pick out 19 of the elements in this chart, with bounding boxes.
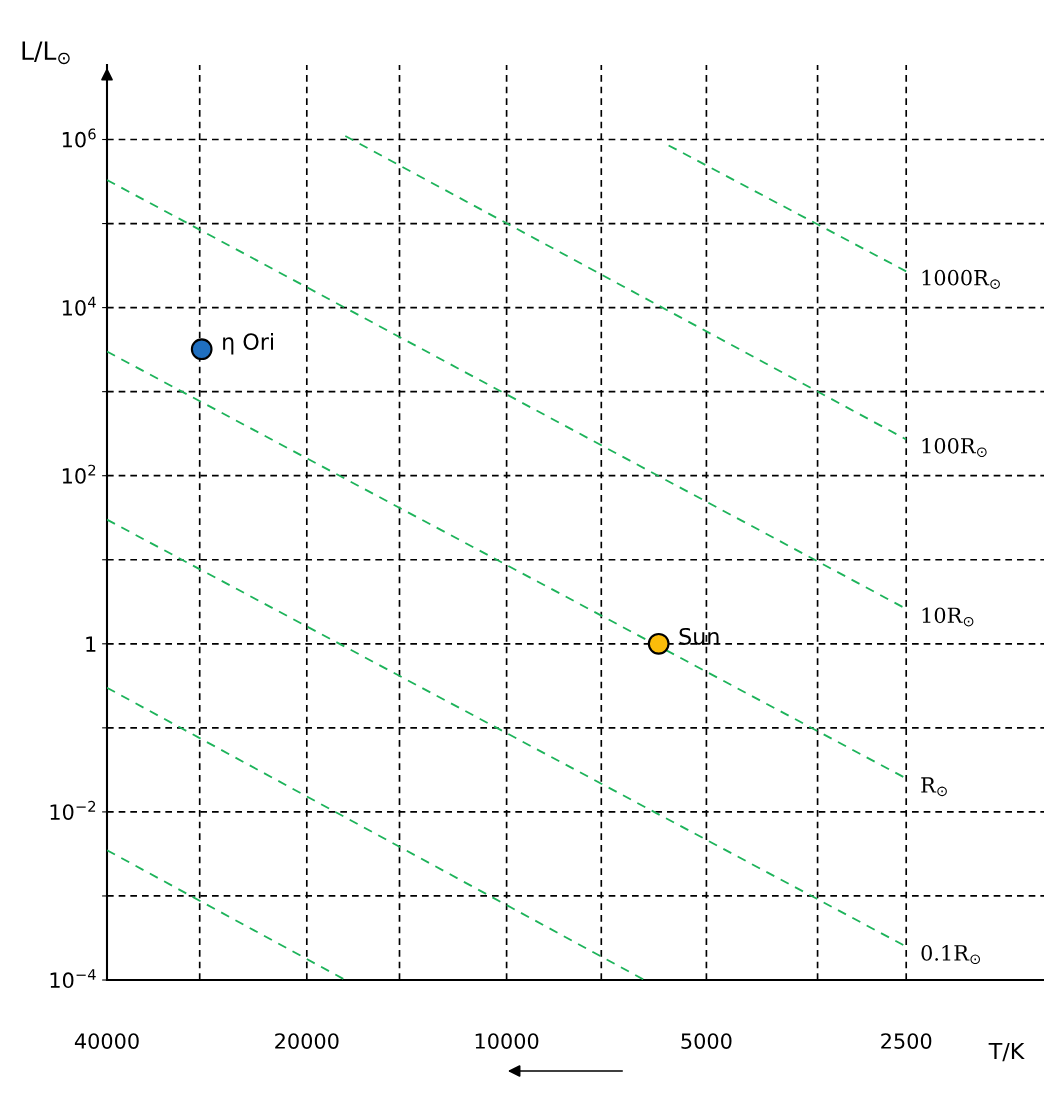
- y-tick-label: 10$^{6}$: [62, 128, 96, 148]
- y-tick-label: 10$^{2}$: [62, 464, 96, 484]
- x-tick-label: 10000: [475, 1033, 539, 1049]
- annotation: η Ori: [223, 332, 273, 355]
- x-tick-label: 2500: [881, 1033, 932, 1049]
- series-label: 100R$_{⊙}$: [922, 437, 987, 457]
- x-axis-title: T/K: [988, 1042, 1025, 1062]
- series-label: 10R$_{⊙}$: [922, 607, 974, 627]
- series-label: 0.1R$_{⊙}$: [921, 945, 980, 965]
- x-tick-label: 5000: [681, 1033, 732, 1049]
- series-label: 1000R$_{⊙}$: [922, 269, 1000, 289]
- y-tick-label: 10$^{4}$: [62, 296, 96, 316]
- y-tick-label: 10$^{−4}$: [50, 969, 96, 989]
- x-tick-label: 20000: [275, 1033, 339, 1049]
- y-tick-label: 1: [86, 636, 96, 652]
- y-axis-title: L/L$_{⊙}$: [22, 41, 70, 65]
- y-tick-label: 10$^{−2}$: [50, 800, 96, 820]
- series-label: R$_{⊙}$: [921, 777, 947, 797]
- x-tick-label: 40000: [74, 1033, 139, 1049]
